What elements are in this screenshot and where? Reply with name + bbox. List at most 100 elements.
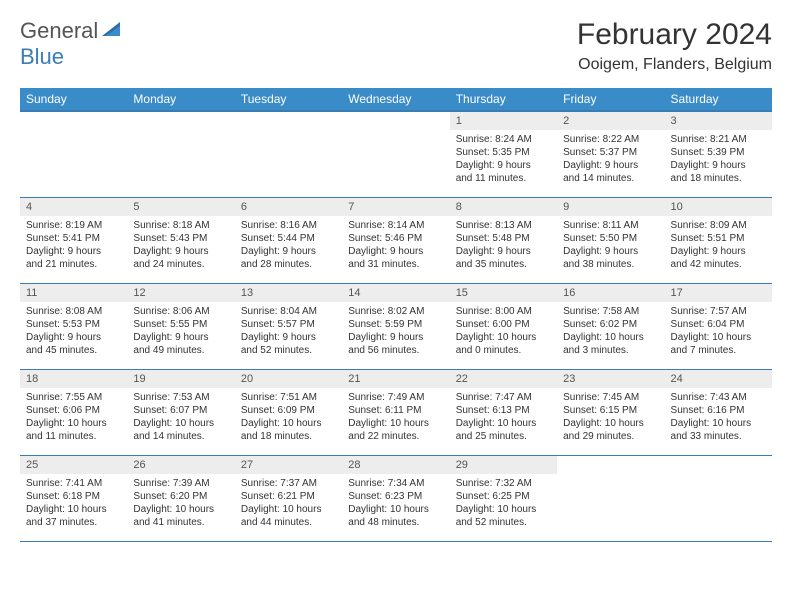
day-header: Saturday [665, 88, 772, 111]
day-details: Sunrise: 8:11 AMSunset: 5:50 PMDaylight:… [557, 216, 664, 275]
calendar-cell [342, 111, 449, 197]
calendar-cell: 5Sunrise: 8:18 AMSunset: 5:43 PMDaylight… [127, 197, 234, 283]
day-number: 26 [127, 456, 234, 474]
day-details: Sunrise: 7:58 AMSunset: 6:02 PMDaylight:… [557, 302, 664, 361]
day-details: Sunrise: 7:51 AMSunset: 6:09 PMDaylight:… [235, 388, 342, 447]
day-number: 23 [557, 370, 664, 388]
month-title: February 2024 [577, 18, 772, 52]
location-subtitle: Ooigem, Flanders, Belgium [577, 56, 772, 74]
day-header: Thursday [450, 88, 557, 111]
calendar-cell: 1Sunrise: 8:24 AMSunset: 5:35 PMDaylight… [450, 111, 557, 197]
day-number: 18 [20, 370, 127, 388]
calendar-cell [20, 111, 127, 197]
day-details: Sunrise: 8:13 AMSunset: 5:48 PMDaylight:… [450, 216, 557, 275]
day-header: Friday [557, 88, 664, 111]
day-number: 21 [342, 370, 449, 388]
calendar-cell: 20Sunrise: 7:51 AMSunset: 6:09 PMDayligh… [235, 369, 342, 455]
calendar-cell: 22Sunrise: 7:47 AMSunset: 6:13 PMDayligh… [450, 369, 557, 455]
calendar-cell [557, 455, 664, 541]
calendar-row: 18Sunrise: 7:55 AMSunset: 6:06 PMDayligh… [20, 369, 772, 455]
calendar-cell: 8Sunrise: 8:13 AMSunset: 5:48 PMDaylight… [450, 197, 557, 283]
day-number: 5 [127, 198, 234, 216]
day-number: 6 [235, 198, 342, 216]
day-details: Sunrise: 7:53 AMSunset: 6:07 PMDaylight:… [127, 388, 234, 447]
day-details: Sunrise: 8:19 AMSunset: 5:41 PMDaylight:… [20, 216, 127, 275]
calendar-row: 11Sunrise: 8:08 AMSunset: 5:53 PMDayligh… [20, 283, 772, 369]
calendar-cell [665, 455, 772, 541]
day-details: Sunrise: 8:22 AMSunset: 5:37 PMDaylight:… [557, 130, 664, 189]
day-number: 15 [450, 284, 557, 302]
day-number: 10 [665, 198, 772, 216]
calendar-table: SundayMondayTuesdayWednesdayThursdayFrid… [20, 88, 772, 542]
calendar-cell: 29Sunrise: 7:32 AMSunset: 6:25 PMDayligh… [450, 455, 557, 541]
day-number: 22 [450, 370, 557, 388]
calendar-cell: 3Sunrise: 8:21 AMSunset: 5:39 PMDaylight… [665, 111, 772, 197]
day-number: 8 [450, 198, 557, 216]
brand-text-blue: Blue [20, 44, 64, 69]
calendar-row: 1Sunrise: 8:24 AMSunset: 5:35 PMDaylight… [20, 111, 772, 197]
day-details: Sunrise: 7:55 AMSunset: 6:06 PMDaylight:… [20, 388, 127, 447]
day-details: Sunrise: 8:02 AMSunset: 5:59 PMDaylight:… [342, 302, 449, 361]
day-header: Sunday [20, 88, 127, 111]
calendar-cell: 2Sunrise: 8:22 AMSunset: 5:37 PMDaylight… [557, 111, 664, 197]
day-number: 19 [127, 370, 234, 388]
calendar-cell [127, 111, 234, 197]
day-details: Sunrise: 8:00 AMSunset: 6:00 PMDaylight:… [450, 302, 557, 361]
day-number: 16 [557, 284, 664, 302]
day-details: Sunrise: 8:08 AMSunset: 5:53 PMDaylight:… [20, 302, 127, 361]
calendar-cell: 27Sunrise: 7:37 AMSunset: 6:21 PMDayligh… [235, 455, 342, 541]
day-number: 14 [342, 284, 449, 302]
day-number: 29 [450, 456, 557, 474]
day-number: 9 [557, 198, 664, 216]
calendar-cell: 4Sunrise: 8:19 AMSunset: 5:41 PMDaylight… [20, 197, 127, 283]
brand-text-blue-wrap: Blue [20, 44, 64, 70]
day-details: Sunrise: 7:43 AMSunset: 6:16 PMDaylight:… [665, 388, 772, 447]
day-details: Sunrise: 8:21 AMSunset: 5:39 PMDaylight:… [665, 130, 772, 189]
day-header-row: SundayMondayTuesdayWednesdayThursdayFrid… [20, 88, 772, 111]
calendar-cell: 7Sunrise: 8:14 AMSunset: 5:46 PMDaylight… [342, 197, 449, 283]
day-details: Sunrise: 7:49 AMSunset: 6:11 PMDaylight:… [342, 388, 449, 447]
calendar-cell: 12Sunrise: 8:06 AMSunset: 5:55 PMDayligh… [127, 283, 234, 369]
day-details: Sunrise: 8:09 AMSunset: 5:51 PMDaylight:… [665, 216, 772, 275]
calendar-cell: 10Sunrise: 8:09 AMSunset: 5:51 PMDayligh… [665, 197, 772, 283]
day-details: Sunrise: 7:32 AMSunset: 6:25 PMDaylight:… [450, 474, 557, 533]
day-details: Sunrise: 8:18 AMSunset: 5:43 PMDaylight:… [127, 216, 234, 275]
calendar-head: SundayMondayTuesdayWednesdayThursdayFrid… [20, 88, 772, 111]
day-number: 28 [342, 456, 449, 474]
calendar-cell: 18Sunrise: 7:55 AMSunset: 6:06 PMDayligh… [20, 369, 127, 455]
day-number: 25 [20, 456, 127, 474]
calendar-cell [235, 111, 342, 197]
calendar-row: 25Sunrise: 7:41 AMSunset: 6:18 PMDayligh… [20, 455, 772, 541]
calendar-cell: 19Sunrise: 7:53 AMSunset: 6:07 PMDayligh… [127, 369, 234, 455]
day-number: 7 [342, 198, 449, 216]
brand-text-general: General [20, 18, 98, 44]
calendar-cell: 17Sunrise: 7:57 AMSunset: 6:04 PMDayligh… [665, 283, 772, 369]
day-header: Tuesday [235, 88, 342, 111]
day-number: 11 [20, 284, 127, 302]
day-details: Sunrise: 8:04 AMSunset: 5:57 PMDaylight:… [235, 302, 342, 361]
day-header: Monday [127, 88, 234, 111]
day-number: 1 [450, 112, 557, 130]
brand-logo: General [20, 18, 124, 44]
calendar-cell: 23Sunrise: 7:45 AMSunset: 6:15 PMDayligh… [557, 369, 664, 455]
day-number: 27 [235, 456, 342, 474]
day-details: Sunrise: 7:47 AMSunset: 6:13 PMDaylight:… [450, 388, 557, 447]
day-number: 24 [665, 370, 772, 388]
day-details: Sunrise: 7:37 AMSunset: 6:21 PMDaylight:… [235, 474, 342, 533]
day-number: 3 [665, 112, 772, 130]
calendar-cell: 21Sunrise: 7:49 AMSunset: 6:11 PMDayligh… [342, 369, 449, 455]
day-header: Wednesday [342, 88, 449, 111]
day-details: Sunrise: 7:34 AMSunset: 6:23 PMDaylight:… [342, 474, 449, 533]
day-details: Sunrise: 8:14 AMSunset: 5:46 PMDaylight:… [342, 216, 449, 275]
title-block: February 2024 Ooigem, Flanders, Belgium [577, 18, 772, 74]
calendar-cell: 14Sunrise: 8:02 AMSunset: 5:59 PMDayligh… [342, 283, 449, 369]
calendar-cell: 24Sunrise: 7:43 AMSunset: 6:16 PMDayligh… [665, 369, 772, 455]
calendar-body: 1Sunrise: 8:24 AMSunset: 5:35 PMDaylight… [20, 111, 772, 541]
calendar-cell: 15Sunrise: 8:00 AMSunset: 6:00 PMDayligh… [450, 283, 557, 369]
calendar-cell: 13Sunrise: 8:04 AMSunset: 5:57 PMDayligh… [235, 283, 342, 369]
day-details: Sunrise: 8:06 AMSunset: 5:55 PMDaylight:… [127, 302, 234, 361]
day-details: Sunrise: 8:24 AMSunset: 5:35 PMDaylight:… [450, 130, 557, 189]
calendar-cell: 26Sunrise: 7:39 AMSunset: 6:20 PMDayligh… [127, 455, 234, 541]
day-details: Sunrise: 7:57 AMSunset: 6:04 PMDaylight:… [665, 302, 772, 361]
day-number: 17 [665, 284, 772, 302]
